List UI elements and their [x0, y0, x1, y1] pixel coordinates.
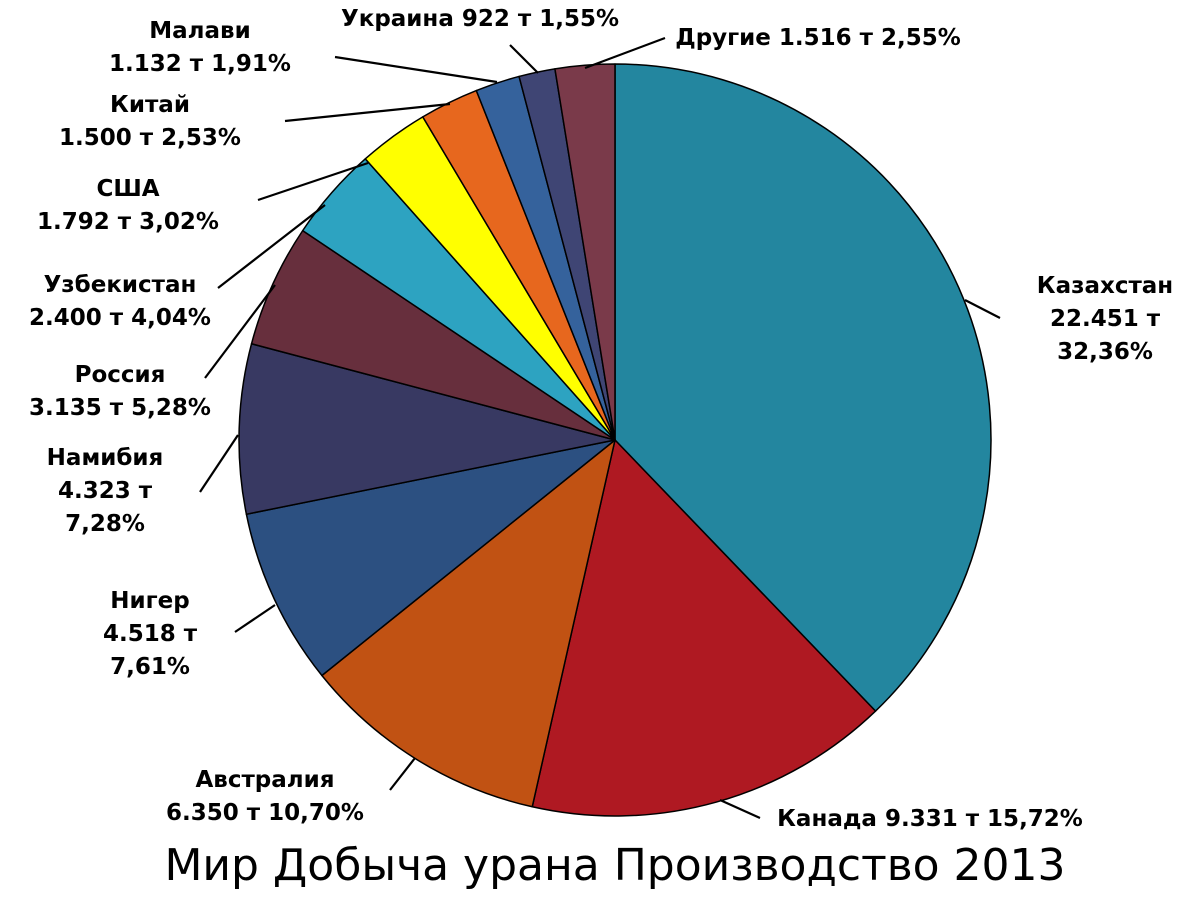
leader-lines [199, 36, 1001, 820]
slice-label-0: Казахстан 22.451 т 32,36% [1037, 273, 1173, 365]
slice-label-line: Нигер [110, 588, 189, 614]
pie-slice-4 [238, 343, 616, 515]
slice-label-line: 4.518 т [103, 621, 198, 647]
pie-slice-3 [245, 439, 616, 677]
pie-slice-2 [321, 439, 616, 808]
slice-label-3: Нигер 4.518 т 7,61% [103, 588, 198, 680]
leader-line-4 [199, 434, 239, 493]
slice-label-line: 6.350 т 10,70% [166, 800, 364, 826]
leader-line-3 [234, 604, 276, 633]
leader-line-11 [584, 36, 666, 70]
slice-label-5: Россия 3.135 т 5,28% [29, 362, 211, 421]
slice-label-line: 32,36% [1057, 339, 1153, 365]
pie-slices [238, 63, 992, 817]
slice-label-7: США 1.792 т 3,02% [37, 176, 219, 235]
leader-line-10 [509, 44, 539, 74]
slice-label-line: США [96, 176, 159, 202]
slice-label-4: Намибия 4.323 т 7,28% [47, 445, 164, 537]
leader-line-9 [334, 55, 498, 84]
slice-label-line: Намибия [47, 445, 164, 471]
pie-slice-0 [614, 63, 992, 712]
slice-label-8: Китай 1.500 т 2,53% [59, 92, 241, 151]
pie-slice-1 [531, 439, 877, 817]
slice-label-line: Австралия [195, 767, 334, 793]
slice-label-line: 1.132 т 1,91% [109, 51, 291, 77]
slice-label-line: 7,28% [65, 511, 145, 537]
slice-label-line: Россия [75, 362, 166, 388]
slice-label-11: Другие 1.516 т 2,55% [675, 25, 961, 51]
chart-title: Мир Добыча урана Производство 2013 [164, 840, 1065, 891]
leader-line-7 [257, 161, 369, 202]
slice-labels: Казахстан 22.451 т 32,36% Канада 9.331 т 15… [29, 6, 1173, 832]
slice-label-line: 3.135 т 5,28% [29, 395, 211, 421]
slice-label-line: 7,61% [110, 654, 190, 680]
slice-label-line: Украина 922 т 1,55% [341, 6, 619, 32]
slice-label-line: Узбекистан [44, 272, 197, 298]
slice-label-line: Малави [149, 18, 250, 44]
slice-label-line: Китай [110, 92, 190, 118]
slice-label-line: 22.451 т [1050, 306, 1161, 332]
slice-label-line: Канада 9.331 т 15,72% [777, 806, 1083, 832]
slice-label-line: Другие 1.516 т 2,55% [675, 25, 961, 51]
slice-label-line: 4.323 т [58, 478, 153, 504]
leader-line-8 [284, 102, 451, 123]
slice-label-1: Канада 9.331 т 15,72% [777, 806, 1083, 832]
leader-line-0 [964, 299, 1001, 319]
leader-line-5 [204, 284, 276, 379]
leader-line-6 [217, 204, 326, 289]
pie-slice-11 [554, 63, 616, 441]
leader-line-1 [719, 798, 761, 820]
slice-label-9: Малави 1.132 т 1,91% [109, 18, 291, 77]
slice-label-6: Узбекистан 2.400 т 4,04% [29, 272, 211, 331]
slice-label-2: Австралия 6.350 т 10,70% [166, 767, 364, 826]
slice-label-10: Украина 922 т 1,55% [341, 6, 619, 32]
slice-label-line: 1.500 т 2,53% [59, 125, 241, 151]
slice-label-line: 2.400 т 4,04% [29, 305, 211, 331]
leader-line-2 [389, 757, 416, 791]
slice-label-line: 1.792 т 3,02% [37, 209, 219, 235]
slice-label-line: Казахстан [1037, 273, 1173, 299]
